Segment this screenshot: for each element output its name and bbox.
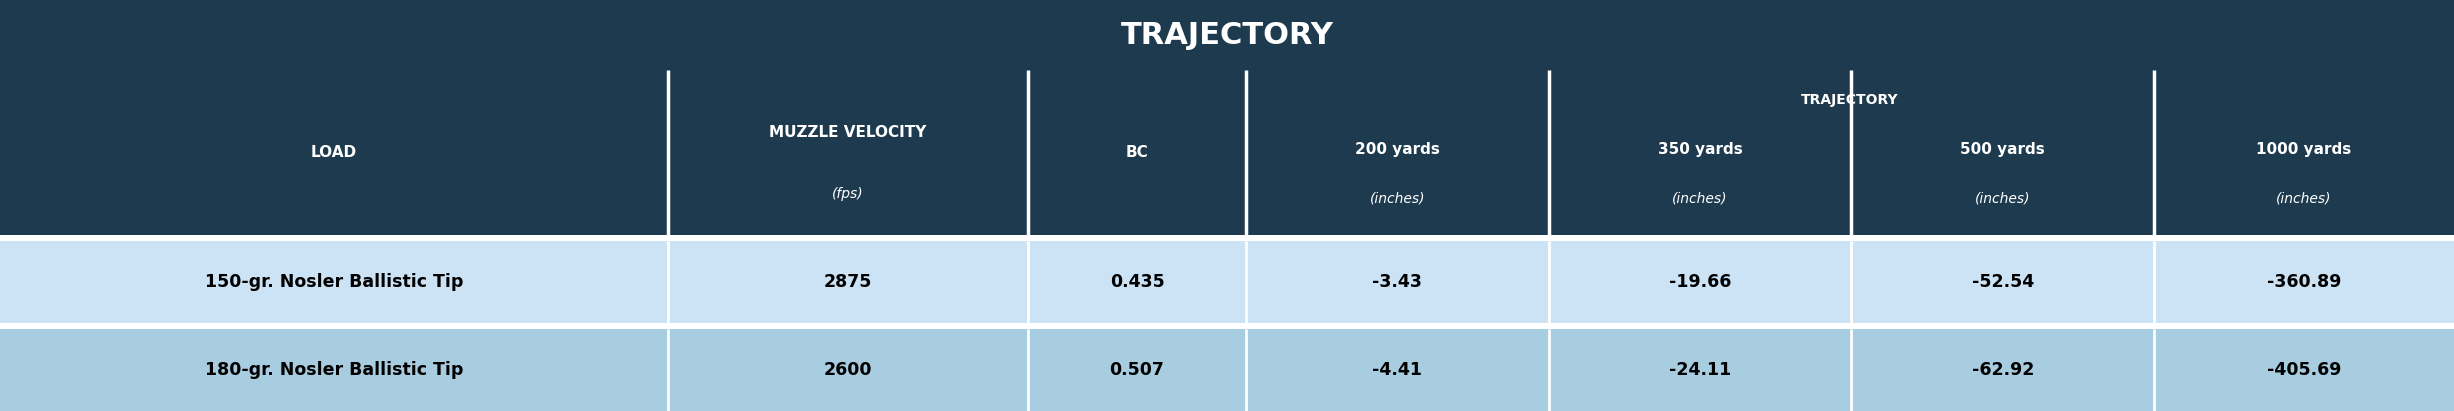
Text: BC: BC <box>1126 145 1148 160</box>
Bar <box>0 235 2454 241</box>
Text: (inches): (inches) <box>1369 192 1426 206</box>
Text: -4.41: -4.41 <box>1372 361 1423 379</box>
Text: 180-gr. Nosler Ballistic Tip: 180-gr. Nosler Ballistic Tip <box>204 361 464 379</box>
Text: 500 yards: 500 yards <box>1961 142 2044 157</box>
Text: (inches): (inches) <box>1671 192 1728 206</box>
Text: -19.66: -19.66 <box>1669 273 1730 291</box>
Text: -24.11: -24.11 <box>1669 361 1730 379</box>
Bar <box>2155 241 2454 323</box>
Text: TRAJECTORY: TRAJECTORY <box>1801 93 1899 107</box>
Bar <box>1548 241 1850 323</box>
Text: -3.43: -3.43 <box>1372 273 1423 291</box>
Bar <box>667 241 1028 323</box>
Text: -52.54: -52.54 <box>1971 273 2034 291</box>
Bar <box>1028 241 1247 323</box>
Bar <box>667 329 1028 411</box>
Bar <box>0 329 667 411</box>
Bar <box>0 70 2454 235</box>
Text: 2875: 2875 <box>825 273 871 291</box>
Bar <box>1247 329 1548 411</box>
Bar <box>1850 241 2155 323</box>
Bar <box>0 241 667 323</box>
Bar <box>1028 329 1247 411</box>
Text: 200 yards: 200 yards <box>1355 142 1440 157</box>
Bar <box>0 323 2454 329</box>
Bar <box>1247 241 1548 323</box>
Text: 1000 yards: 1000 yards <box>2255 142 2351 157</box>
Bar <box>0 0 2454 70</box>
Text: (inches): (inches) <box>1975 192 2029 206</box>
Text: 0.435: 0.435 <box>1109 273 1163 291</box>
Text: 0.507: 0.507 <box>1109 361 1166 379</box>
Text: -62.92: -62.92 <box>1971 361 2034 379</box>
Bar <box>1548 329 1850 411</box>
Text: TRAJECTORY: TRAJECTORY <box>1121 21 1333 49</box>
Text: 350 yards: 350 yards <box>1659 142 1742 157</box>
Text: 150-gr. Nosler Ballistic Tip: 150-gr. Nosler Ballistic Tip <box>204 273 464 291</box>
Text: 2600: 2600 <box>825 361 871 379</box>
Text: -405.69: -405.69 <box>2267 361 2341 379</box>
Text: (inches): (inches) <box>2277 192 2331 206</box>
Bar <box>2155 329 2454 411</box>
Bar <box>1850 329 2155 411</box>
Text: -360.89: -360.89 <box>2267 273 2341 291</box>
Text: LOAD: LOAD <box>312 145 358 160</box>
Text: (fps): (fps) <box>832 187 864 201</box>
Text: MUZZLE VELOCITY: MUZZLE VELOCITY <box>768 125 928 140</box>
